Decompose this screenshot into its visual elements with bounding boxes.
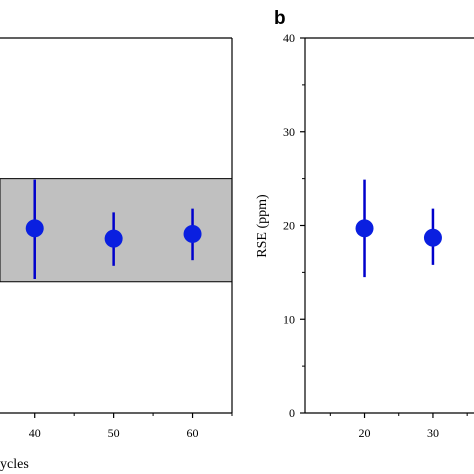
x-tick-label: 20: [359, 426, 371, 440]
x-tick-label: 50: [108, 426, 120, 440]
panel-a-points: [25, 179, 202, 279]
panel-a-x-axis-title: ycles: [0, 457, 29, 472]
panel-b-points: [355, 179, 442, 278]
y-tick-label: 20: [283, 219, 295, 233]
y-tick-label: 0: [289, 406, 295, 420]
y-tick-label: 40: [283, 31, 295, 45]
panel-b-letter: b: [274, 8, 286, 29]
x-tick-label: 30: [427, 426, 439, 440]
y-tick-label: 30: [283, 125, 295, 139]
data-point: [423, 228, 442, 247]
panel-b-x-ticks: 20 30: [329, 413, 468, 440]
x-tick-label: 60: [187, 426, 199, 440]
data-point: [25, 219, 44, 238]
panel-b-y-ticks: 0 10 20 30 40: [283, 31, 305, 420]
y-tick-label: 10: [283, 312, 295, 326]
data-point: [104, 229, 123, 248]
panel-a: 40 50 60 ycles: [0, 37, 233, 472]
x-tick-label: 40: [29, 426, 41, 440]
panel-b-y-axis-title: RSE (ppm): [255, 194, 270, 258]
data-point: [183, 224, 202, 243]
panel-a-x-ticks: 40 50 60: [29, 413, 233, 440]
data-point: [355, 219, 374, 238]
